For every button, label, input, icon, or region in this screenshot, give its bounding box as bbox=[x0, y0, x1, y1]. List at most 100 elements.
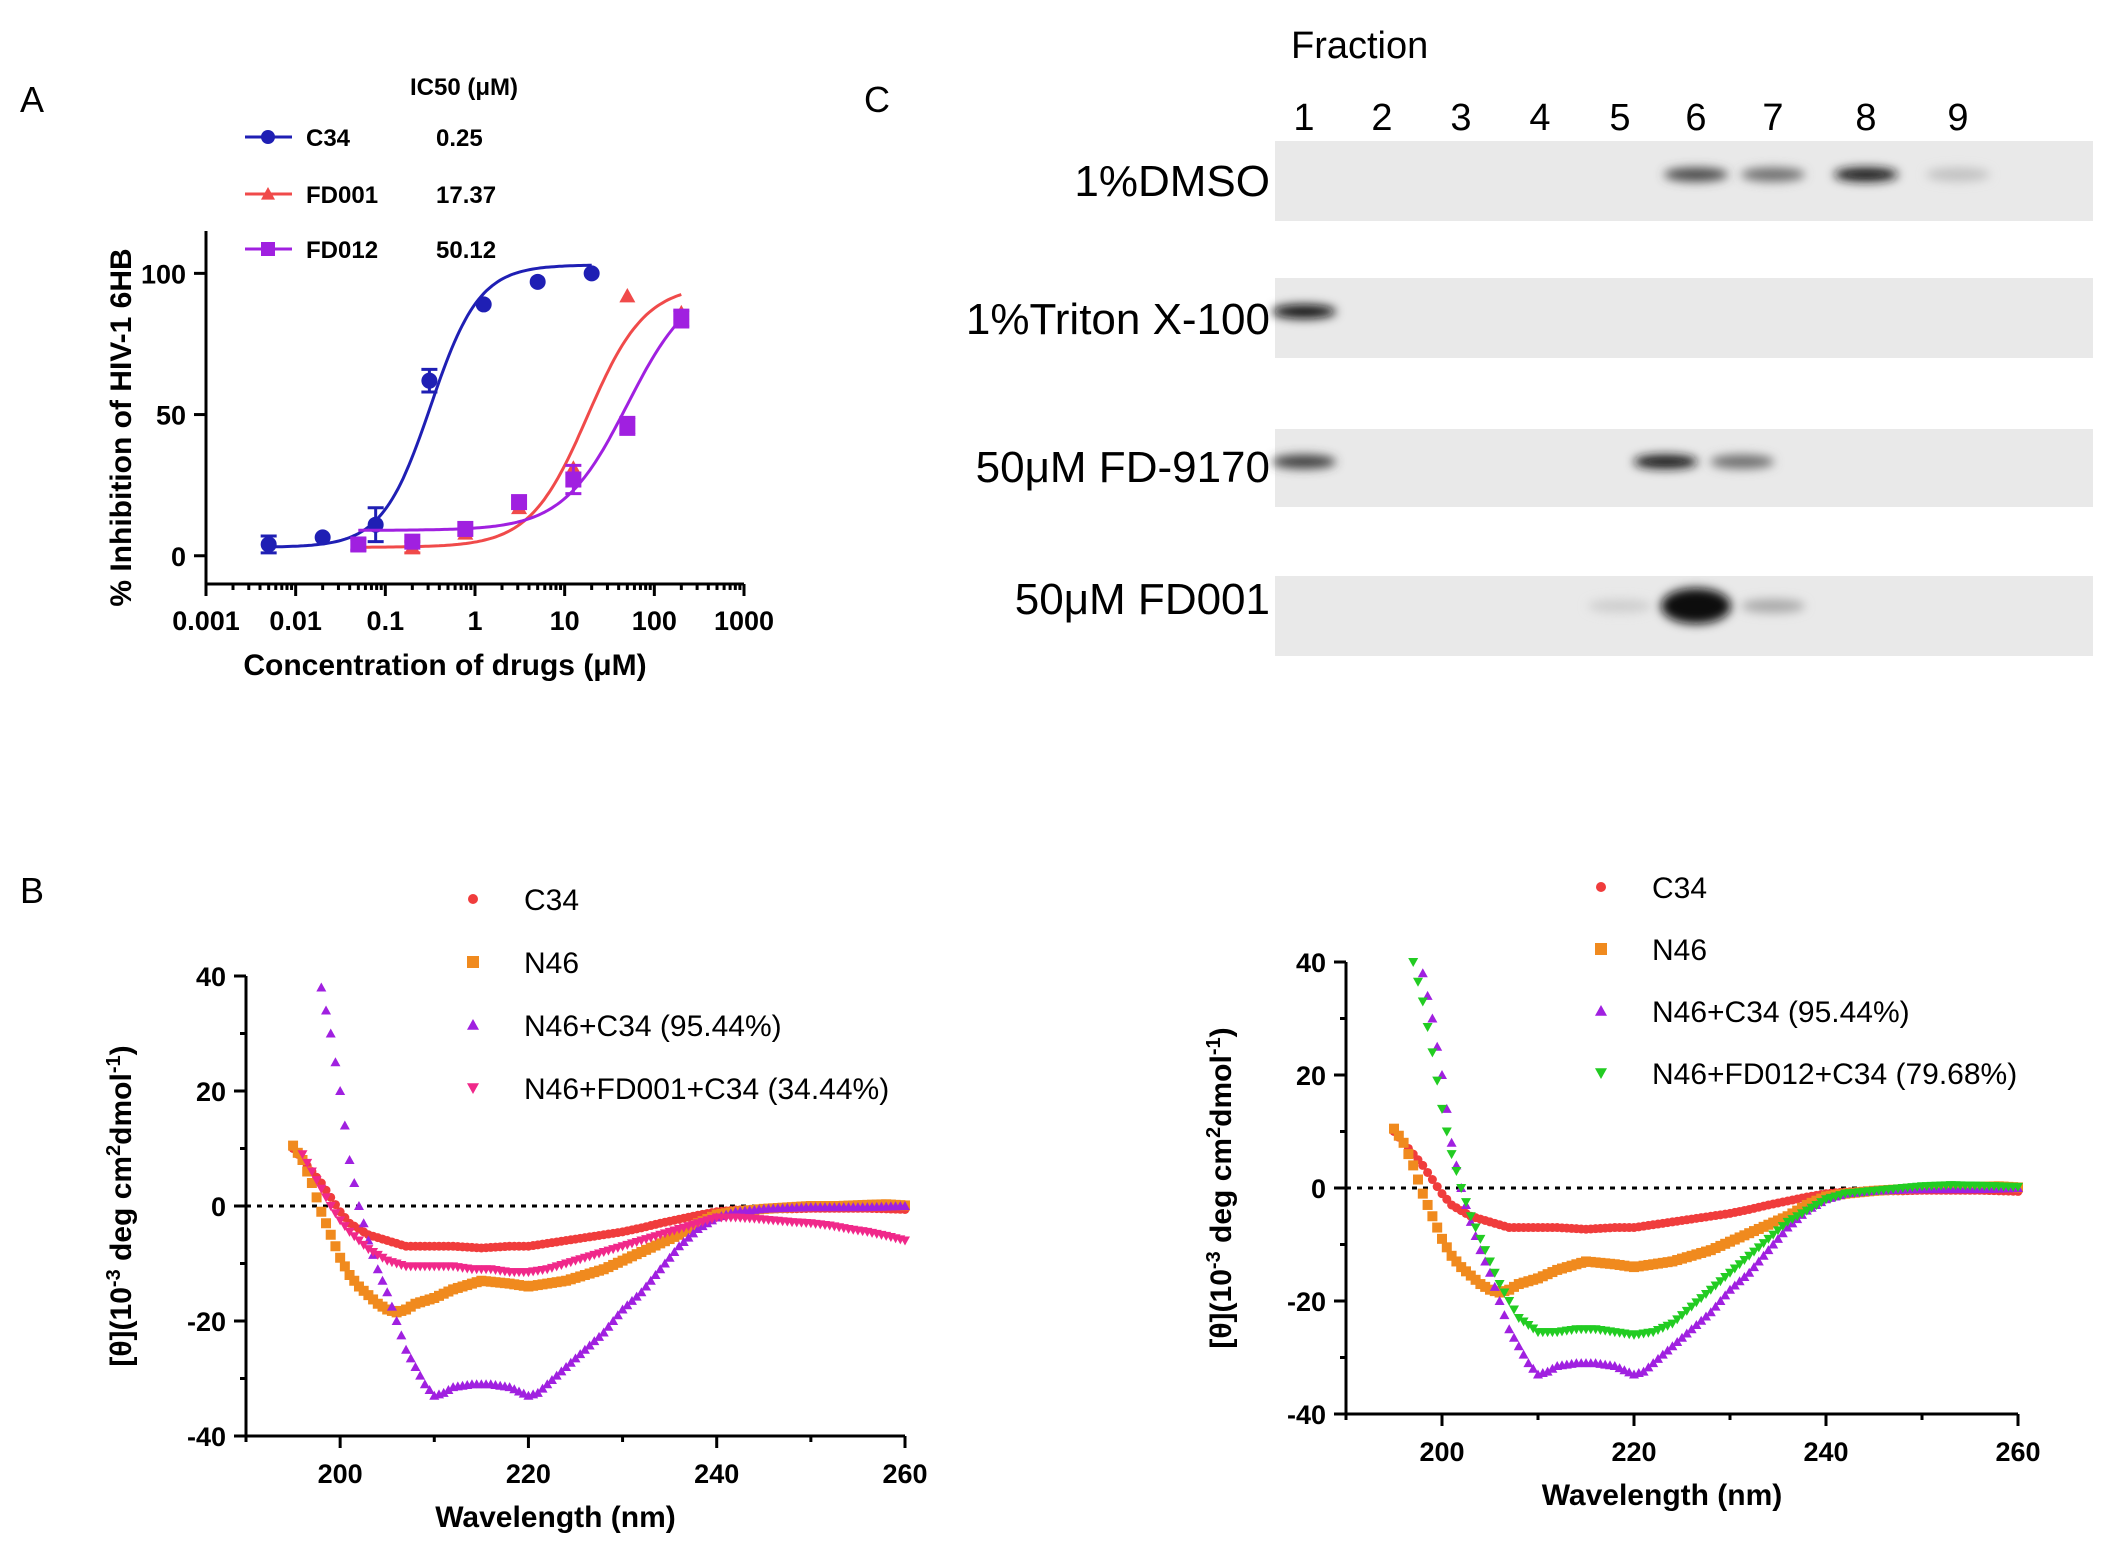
y-axis-label: % Inhibition of HIV-1 6HB bbox=[105, 248, 138, 606]
data-point bbox=[529, 273, 546, 290]
legend-header: IC50 (μM) bbox=[410, 74, 518, 101]
data-point bbox=[314, 529, 331, 546]
y-axis-label-part: dmol bbox=[105, 1073, 138, 1145]
data-point bbox=[1470, 1223, 1481, 1233]
blot-band bbox=[1741, 167, 1805, 182]
data-point bbox=[1437, 1233, 1447, 1244]
y-axis-label-part: 2 bbox=[103, 1145, 125, 1156]
legend-label: N46+FD001+C34 (34.44%) bbox=[524, 1073, 889, 1106]
y-tick-label: 0 bbox=[171, 542, 186, 572]
y-tick-label: 40 bbox=[196, 962, 226, 992]
x-tick-label: 0.01 bbox=[269, 606, 322, 636]
y-tick-label: 100 bbox=[141, 259, 186, 289]
data-point bbox=[1432, 1182, 1442, 1192]
legend-marker bbox=[1595, 943, 1607, 955]
x-tick-label: 10 bbox=[550, 606, 580, 636]
data-point bbox=[1518, 1317, 1529, 1327]
data-point bbox=[391, 1316, 402, 1325]
data-point bbox=[1773, 1226, 1783, 1236]
data-point bbox=[1422, 1199, 1433, 1210]
blot-band bbox=[1926, 167, 1990, 182]
data-point bbox=[330, 1209, 341, 1219]
data-point bbox=[1705, 1285, 1716, 1295]
western-blot: Fraction 1 2 3 4 5 6 7 8 9 1%DMSO 1%Triton X-100 50μ… bbox=[966, 25, 2093, 656]
data-point bbox=[372, 1250, 383, 1260]
y-axis-label-part: -3 bbox=[103, 1269, 125, 1287]
legend-marker bbox=[467, 956, 479, 968]
data-point bbox=[1451, 1256, 1462, 1267]
data-point bbox=[311, 1176, 322, 1186]
data-point bbox=[1696, 1294, 1707, 1304]
legend-marker bbox=[261, 130, 275, 144]
data-point bbox=[1422, 1022, 1433, 1032]
x-tick-label: 260 bbox=[1995, 1437, 2040, 1467]
data-point bbox=[1432, 1076, 1443, 1086]
data-point bbox=[1758, 1250, 1769, 1260]
data-point bbox=[1528, 1363, 1539, 1373]
x-tick-label: 200 bbox=[1419, 1437, 1464, 1467]
data-point bbox=[1787, 1215, 1798, 1225]
data-point bbox=[415, 1370, 426, 1380]
data-point bbox=[1734, 1260, 1745, 1270]
data-point bbox=[583, 265, 600, 282]
data-point bbox=[325, 1229, 336, 1240]
x-tick-label: 220 bbox=[506, 1459, 551, 1489]
data-point bbox=[900, 1236, 910, 1246]
data-point bbox=[619, 417, 636, 434]
data-point bbox=[1513, 1341, 1524, 1351]
data-point bbox=[1518, 1349, 1529, 1359]
x-tick-label: 220 bbox=[1611, 1437, 1656, 1467]
fraction-number: 5 bbox=[1609, 97, 1630, 139]
data-point bbox=[321, 1005, 332, 1015]
y-axis-label-part: -3 bbox=[1203, 1251, 1225, 1269]
data-point bbox=[344, 1270, 355, 1280]
data-point bbox=[1441, 1242, 1452, 1253]
data-point bbox=[377, 1253, 388, 1263]
data-point bbox=[297, 1155, 308, 1165]
data-point bbox=[457, 520, 474, 537]
fit-curve bbox=[358, 317, 683, 532]
data-point bbox=[358, 1218, 369, 1228]
y-axis-label: [θ](10-3 deg cm2dmol-1) bbox=[103, 1045, 138, 1366]
data-point bbox=[1408, 958, 1419, 967]
blot-row-label: 50μM FD-9170 bbox=[976, 443, 1270, 492]
legend-marker bbox=[261, 187, 275, 200]
x-tick-label: 1 bbox=[467, 606, 482, 636]
data-point bbox=[1393, 1130, 1404, 1141]
y-axis-label-part: -1 bbox=[1203, 1037, 1225, 1055]
data-point bbox=[1427, 1211, 1438, 1222]
data-point bbox=[396, 1330, 407, 1340]
data-point bbox=[1528, 1324, 1539, 1334]
data-point bbox=[1509, 1332, 1519, 1342]
data-point bbox=[645, 1275, 656, 1285]
cd-spectrum-chart-left: 200 220 240 260 -40 -20 0 20 40 Wavelength (nm) [θ… bbox=[103, 884, 928, 1534]
x-tick-label: 240 bbox=[694, 1459, 739, 1489]
legend-ic50: 50.12 bbox=[436, 237, 496, 264]
panel-label-b: B bbox=[20, 870, 44, 911]
data-point bbox=[316, 1206, 327, 1217]
data-point bbox=[349, 1275, 360, 1286]
legend-label: FD012 bbox=[306, 237, 378, 264]
data-point bbox=[1489, 1268, 1500, 1278]
data-point bbox=[1710, 1281, 1721, 1291]
legend-label: N46+FD012+C34 (79.68%) bbox=[1652, 1058, 2017, 1091]
legend-marker bbox=[1596, 882, 1606, 892]
dose-response-chart: 0.001 0.01 0.1 1 10 100 1000 0 50 100 Concentratio… bbox=[105, 74, 774, 682]
legend-marker bbox=[467, 1083, 479, 1094]
data-point bbox=[1811, 1200, 1822, 1210]
data-point bbox=[1398, 1137, 1409, 1148]
fraction-number: 7 bbox=[1762, 97, 1783, 139]
data-point bbox=[692, 1224, 703, 1233]
data-point bbox=[598, 1327, 609, 1337]
data-point bbox=[1677, 1311, 1687, 1321]
data-point bbox=[410, 1362, 421, 1371]
blot-band bbox=[1633, 454, 1698, 469]
data-point bbox=[339, 1261, 350, 1272]
blot-band bbox=[1588, 599, 1652, 613]
data-point bbox=[1763, 1234, 1774, 1244]
data-point bbox=[302, 1166, 313, 1177]
data-point bbox=[1768, 1239, 1779, 1249]
data-point bbox=[1744, 1251, 1755, 1261]
data-point bbox=[1547, 1363, 1558, 1373]
